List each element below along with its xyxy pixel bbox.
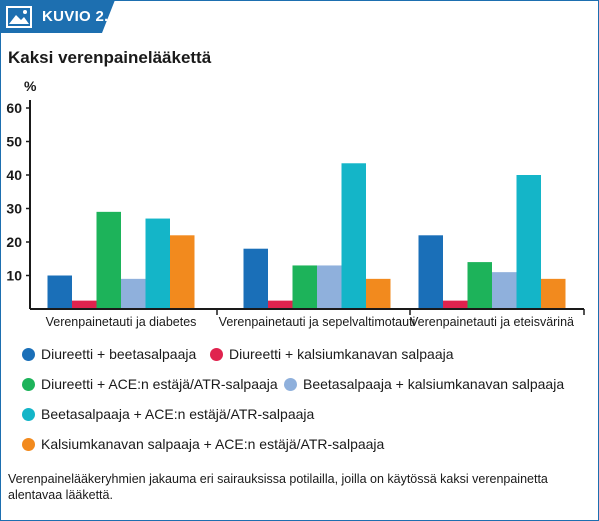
- y-tick-label: 50: [6, 134, 22, 150]
- legend: Diureetti + beetasalpaaja Diureetti + kal…: [22, 344, 592, 456]
- bar: [170, 235, 195, 309]
- legend-item: Diureetti + beetasalpaaja: [22, 344, 196, 364]
- chart-title: Kaksi verenpainelääkettä: [8, 48, 212, 67]
- figure-header: [0, 0, 115, 33]
- y-tick-label: 30: [6, 201, 22, 217]
- bar: [418, 235, 443, 309]
- bar-chart: % 10 20 30 40 50 60 Verenpainetauti ja diabete…: [6, 78, 585, 329]
- x-tick-label: Verenpainetauti ja eteisvärinä: [410, 315, 574, 329]
- figure-badge: KUVIO 2.: [42, 8, 109, 25]
- y-tick-label: 40: [6, 167, 22, 183]
- legend-swatch: [22, 347, 35, 361]
- header-badge-shape: [0, 0, 115, 33]
- legend-label: Beetasalpaaja + kalsiumkanavan salpaaja: [303, 376, 565, 392]
- legend-item: Diureetti + ACE:n estäjä/ATR-salpaaja: [22, 374, 278, 394]
- legend-label: Diureetti + ACE:n estäjä/ATR-salpaaja: [41, 376, 278, 392]
- legend-item: Diureetti + kalsiumkanavan salpaaja: [210, 344, 454, 364]
- legend-label: Diureetti + kalsiumkanavan salpaaja: [229, 346, 454, 362]
- bar: [268, 300, 293, 309]
- bar: [292, 265, 317, 309]
- legend-swatch: [210, 347, 223, 361]
- bar: [145, 218, 170, 309]
- legend-swatch: [22, 437, 35, 451]
- legend-item: Beetasalpaaja + ACE:n estäjä/ATR-salpaaj…: [22, 404, 314, 424]
- bar: [96, 211, 121, 309]
- x-tick-label: Verenpainetauti ja sepelvaltimotauti: [219, 315, 416, 329]
- x-tick-label: Verenpainetauti ja diabetes: [46, 315, 197, 329]
- bar: [72, 300, 97, 309]
- bar: [341, 163, 366, 309]
- bar: [541, 278, 566, 309]
- legend-swatch: [22, 407, 35, 421]
- bar: [492, 272, 517, 309]
- bar: [47, 275, 72, 309]
- legend-label: Beetasalpaaja + ACE:n estäjä/ATR-salpaaj…: [41, 406, 315, 422]
- x-axis: Verenpainetauti ja diabetes Verenpainetau…: [30, 308, 585, 329]
- bars: [47, 163, 566, 309]
- image-icon: [6, 6, 32, 28]
- y-tick-label: 10: [6, 268, 22, 284]
- y-axis: % 10 20 30 40 50 60: [6, 78, 37, 309]
- legend-label: Diureetti + beetasalpaaja: [41, 346, 197, 362]
- bar: [467, 262, 492, 309]
- figure-caption: Verenpainelääkeryhmien jakauma eri saira…: [8, 472, 548, 502]
- legend-label: Kalsiumkanavan salpaaja + ACE:n estäjä/A…: [41, 436, 385, 452]
- legend-item: Kalsiumkanavan salpaaja + ACE:n estäjä/A…: [22, 434, 384, 454]
- y-tick-label: 60: [6, 100, 22, 116]
- bar: [366, 278, 391, 309]
- y-tick-label: 20: [6, 234, 22, 250]
- bar: [317, 265, 342, 309]
- y-axis-label: %: [24, 78, 37, 94]
- bar: [121, 278, 146, 309]
- legend-item: Beetasalpaaja + kalsiumkanavan salpaaja: [284, 374, 564, 394]
- legend-swatch: [22, 377, 35, 391]
- bar: [243, 248, 268, 309]
- bar: [516, 175, 541, 309]
- legend-swatch: [284, 377, 297, 391]
- bar: [443, 300, 468, 309]
